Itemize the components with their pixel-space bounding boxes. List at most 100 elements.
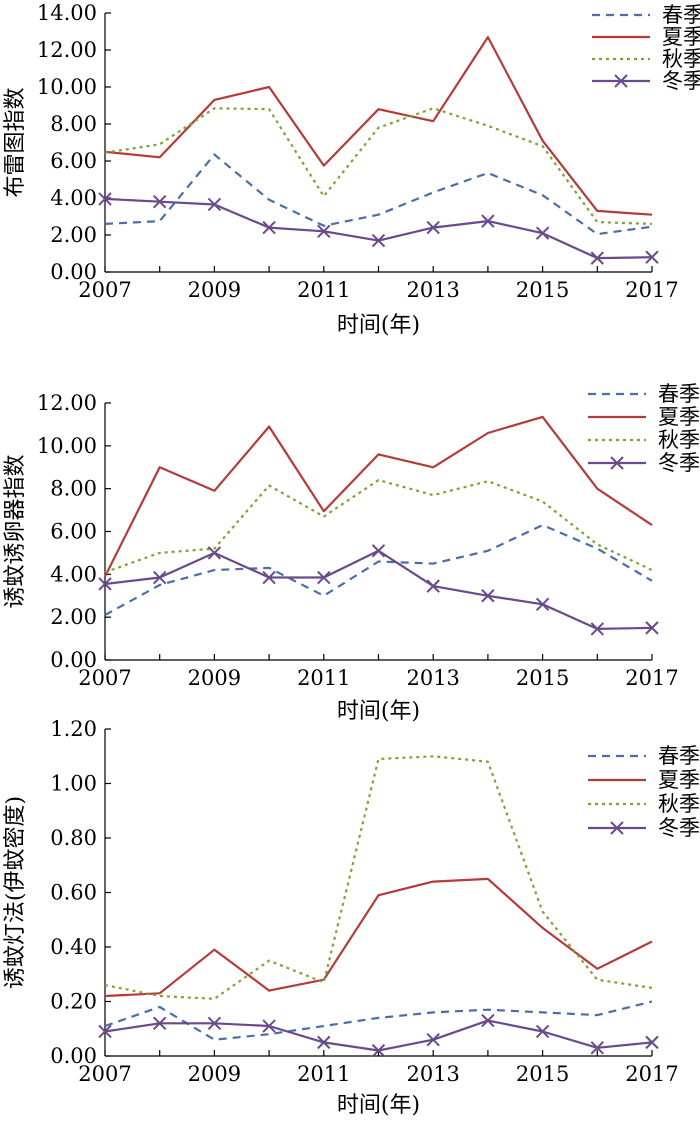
y-tick-label: 0.60: [50, 881, 97, 905]
legend-label: 秋季: [658, 428, 700, 452]
y-tick-label: 6.00: [50, 520, 97, 544]
data-point-marker: [207, 197, 222, 212]
data-point-marker: [98, 192, 112, 206]
data-point-marker: [371, 544, 386, 558]
y-tick-label: 1.00: [50, 772, 97, 796]
y-tick-label: 8.00: [50, 477, 97, 501]
series-line-dotted: [104, 107, 653, 225]
data-point-marker: [98, 577, 112, 591]
x-tick-label: 2007: [78, 1062, 131, 1086]
data-point-marker: [426, 579, 440, 593]
series-line-solid: [104, 415, 653, 577]
data-point-marker: [481, 214, 495, 228]
data-point-marker: [426, 1032, 440, 1047]
legend-label: 秋季: [658, 792, 700, 816]
y-axis-title: 布雷图指数: [3, 87, 28, 197]
data-point-marker: [535, 226, 550, 240]
data-point-marker: [590, 251, 605, 265]
x-tick-label: 2007: [78, 278, 131, 302]
x-tick-label: 2015: [516, 666, 569, 690]
x-axis-title: 时间(年): [337, 699, 420, 724]
y-axis-title: 诱蚊灯法(伊蚊密度): [3, 796, 28, 989]
data-point-marker: [207, 1016, 222, 1031]
legend-label: 冬季: [658, 451, 700, 475]
y-tick-label: 0.40: [50, 935, 97, 959]
legend-label: 夏季: [662, 25, 700, 49]
data-point-marker: [262, 1019, 276, 1033]
data-point-marker: [207, 546, 222, 560]
legend-marker: [610, 821, 624, 835]
y-tick-label: 4.00: [50, 186, 97, 210]
data-point-marker: [317, 224, 331, 239]
x-tick-label: 2011: [297, 666, 350, 690]
series-line-cross: [104, 197, 653, 260]
data-point-marker: [371, 233, 386, 248]
y-tick-label: 10.00: [37, 75, 97, 99]
y-tick-label: 1.20: [50, 717, 97, 741]
y-tick-label: 0.20: [50, 990, 97, 1014]
series-line-dotted: [104, 479, 653, 574]
x-tick-label: 2015: [516, 278, 569, 302]
y-tick-label: 12.00: [37, 38, 97, 62]
y-tick-label: 14.00: [37, 1, 97, 25]
x-tick-label: 2017: [625, 1062, 678, 1086]
legend-label: 春季: [658, 382, 700, 406]
data-point-marker: [481, 1013, 495, 1028]
x-tick-label: 2009: [188, 1062, 241, 1086]
x-tick-label: 2017: [625, 666, 678, 690]
legend-marker: [610, 456, 624, 470]
x-tick-label: 2015: [516, 1062, 569, 1086]
chart-panel-3: 0.00 0.20 0.40 0.60 0.80 1.00 1.20 2007 2009 2011…: [3, 717, 700, 1118]
x-tick-label: 2013: [406, 1062, 459, 1086]
y-tick-label: 0.80: [50, 826, 97, 850]
x-tick-label: 2017: [625, 278, 678, 302]
data-point-marker: [262, 220, 276, 235]
y-tick-label: 6.00: [50, 149, 97, 173]
data-point-marker: [535, 1024, 550, 1039]
series-line-dotted: [104, 755, 653, 1000]
y-tick-label: 2.00: [50, 605, 97, 629]
data-point-marker: [481, 589, 495, 603]
series-line-solid: [104, 877, 653, 998]
data-point-marker: [590, 622, 605, 636]
legend-label: 夏季: [658, 768, 700, 792]
y-tick-label: 10.00: [37, 434, 97, 458]
y-tick-label: 0.00: [50, 260, 97, 284]
series-line-dashed: [104, 1000, 653, 1041]
legend-label: 春季: [662, 3, 700, 27]
legend-label: 秋季: [662, 47, 700, 71]
legend-label: 夏季: [658, 405, 700, 429]
data-point-marker: [371, 1043, 386, 1058]
x-tick-label: 2007: [78, 666, 131, 690]
x-axis-title: 时间(年): [337, 313, 420, 338]
data-point-marker: [152, 570, 167, 585]
y-tick-label: 2.00: [50, 223, 97, 247]
y-axis-title: 诱蚊诱卵器指数: [3, 454, 28, 608]
series-line-solid: [104, 35, 653, 216]
series-line-dashed: [104, 153, 653, 236]
data-point-marker: [645, 1035, 659, 1050]
chart-panel-1: 0.00 2.00 4.00 6.00 8.00 10.00 12.00 14.00 2007 2…: [3, 1, 700, 338]
x-axis-title: 时间(年): [337, 1093, 420, 1118]
series-line-dashed: [104, 523, 653, 616]
data-point-marker: [645, 250, 659, 264]
chart-panel-2: 0.00 2.00 4.00 6.00 8.00 10.00 12.00 2007 2009 20…: [3, 382, 700, 724]
x-tick-label: 2011: [297, 1062, 350, 1086]
legend-marker: [614, 74, 628, 88]
x-tick-label: 2013: [406, 666, 459, 690]
data-point-marker: [262, 570, 276, 585]
y-tick-label: 12.00: [37, 391, 97, 415]
x-tick-label: 2009: [188, 666, 241, 690]
data-point-marker: [535, 597, 550, 612]
legend-label: 冬季: [662, 69, 700, 93]
data-point-marker: [152, 194, 167, 209]
y-tick-label: 8.00: [50, 112, 97, 136]
x-tick-label: 2011: [297, 278, 350, 302]
y-tick-label: 0.00: [50, 1044, 97, 1068]
y-tick-label: 4.00: [50, 562, 97, 586]
data-point-marker: [426, 220, 440, 235]
data-point-marker: [317, 570, 331, 585]
x-tick-label: 2013: [406, 278, 459, 302]
